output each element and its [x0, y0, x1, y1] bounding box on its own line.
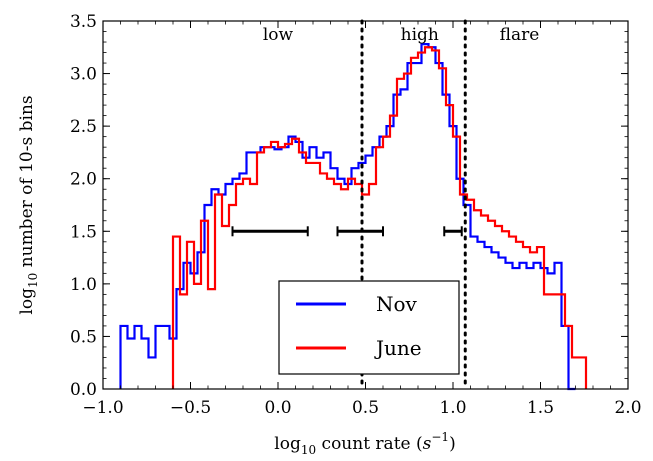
- x-tick-label: −0.5: [170, 398, 211, 418]
- y-tick-label: 0.0: [70, 380, 97, 400]
- x-tick-label: 1.0: [439, 398, 466, 418]
- x-tick-label: 0.5: [352, 398, 379, 418]
- region-label-flare: flare: [500, 25, 540, 45]
- plot-frame: [102, 20, 629, 390]
- error-bar-3: [443, 226, 463, 237]
- y-axis-label: log10 number of 10-s bins: [17, 95, 40, 314]
- error-bar-2: [336, 226, 384, 237]
- region-label-low: low: [263, 25, 294, 45]
- legend-label-nov: Nov: [376, 292, 418, 316]
- series-line-june: [171, 46, 588, 389]
- y-tick-label: 2.0: [70, 170, 97, 190]
- x-axis-label: log10 count rate (s−1): [274, 430, 455, 457]
- x-tick-label: 2.0: [614, 398, 641, 418]
- legend-box: [278, 280, 460, 375]
- y-tick-label: 2.5: [70, 117, 97, 137]
- y-tick-label: 3.0: [70, 65, 97, 85]
- region-label-high: high: [401, 25, 439, 45]
- x-tick-label: −1.0: [82, 398, 123, 418]
- series-line-nov: [119, 43, 576, 391]
- y-tick-label: 1.0: [70, 275, 97, 295]
- error-bar-1: [231, 226, 309, 237]
- y-tick-label: 1.5: [70, 222, 97, 242]
- legend-label-june: June: [374, 336, 422, 360]
- x-tick-label: 1.5: [527, 398, 554, 418]
- legend: Nov June: [278, 280, 460, 375]
- x-tick-label: 0.0: [264, 398, 291, 418]
- y-tick-label: 3.5: [70, 12, 97, 32]
- y-tick-label: 0.5: [70, 327, 97, 347]
